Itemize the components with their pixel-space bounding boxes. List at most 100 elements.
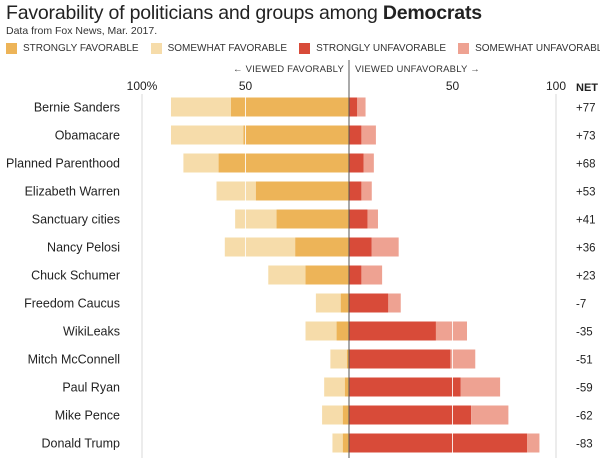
bar-strongly-unfavorable-nancy-pelosi	[349, 237, 372, 257]
legend-label-strongly-unfavorable: STRONGLY UNFAVORABLE	[316, 42, 447, 54]
legend-label-somewhat-unfavorable: SOMEWHAT UNFAVORABLE	[475, 42, 600, 54]
bar-strongly-unfavorable-sanctuary-cities	[349, 209, 368, 229]
net-value-bernie-sanders: +77	[576, 103, 596, 115]
row-label-donald-trump: Donald Trump	[41, 437, 120, 451]
net-value-freedom-caucus: -7	[576, 299, 586, 311]
source-note: Data from Fox News, Mar. 2017.	[6, 25, 158, 37]
bar-strongly-unfavorable-donald-trump	[349, 433, 528, 453]
bar-strongly-unfavorable-planned-parenthood	[349, 153, 364, 173]
bar-strongly-favorable-mitch-mcconnell	[346, 349, 349, 369]
title-prefix: Favorability of politicians and groups a…	[6, 2, 383, 24]
bar-somewhat-favorable-obamacare	[170, 125, 244, 145]
bar-somewhat-unfavorable-nancy-pelosi	[371, 237, 399, 257]
row-label-mitch-mcconnell: Mitch McConnell	[28, 353, 120, 367]
bar-strongly-favorable-mike-pence	[342, 405, 349, 425]
bar-somewhat-unfavorable-bernie-sanders	[357, 97, 366, 117]
legend-item-somewhat-favorable: SOMEWHAT FAVORABLE	[150, 42, 288, 54]
bar-somewhat-unfavorable-mike-pence	[471, 405, 509, 425]
axis-tick-label: 100	[546, 79, 566, 93]
legend-item-somewhat-unfavorable: SOMEWHAT UNFAVORABLE	[458, 42, 600, 54]
net-value-sanctuary-cities: +41	[576, 215, 596, 227]
row-label-mike-pence: Mike Pence	[55, 409, 120, 423]
bar-strongly-unfavorable-paul-ryan	[349, 377, 461, 397]
bar-somewhat-favorable-freedom-caucus	[315, 293, 341, 313]
bar-somewhat-unfavorable-sanctuary-cities	[367, 209, 378, 229]
viewed-unfavorably-label: VIEWED UNFAVORABLY →	[355, 64, 480, 75]
net-value-nancy-pelosi: +36	[576, 243, 596, 255]
bar-strongly-favorable-obamacare	[243, 125, 349, 145]
legend-item-strongly-favorable: STRONGLY FAVORABLE	[6, 42, 139, 54]
axis-tick-label: 50	[446, 79, 460, 93]
bar-somewhat-unfavorable-freedom-caucus	[388, 293, 401, 313]
title-bold: Democrats	[382, 2, 482, 24]
row-label-obamacare: Obamacare	[55, 129, 120, 143]
bar-strongly-unfavorable-freedom-caucus	[349, 293, 389, 313]
bar-strongly-favorable-sanctuary-cities	[276, 209, 349, 229]
bar-somewhat-favorable-mike-pence	[322, 405, 343, 425]
axis-tick-label: 100%	[127, 79, 158, 93]
bar-strongly-favorable-elizabeth-warren	[255, 181, 349, 201]
bar-somewhat-unfavorable-mitch-mcconnell	[450, 349, 476, 369]
row-label-elizabeth-warren: Elizabeth Warren	[25, 185, 120, 199]
axis-tick-label: 50	[239, 79, 253, 93]
legend: STRONGLY FAVORABLE SOMEWHAT FAVORABLE ST…	[6, 42, 600, 54]
net-value-chuck-schumer: +23	[576, 271, 596, 283]
legend-label-strongly-favorable: STRONGLY FAVORABLE	[23, 42, 139, 54]
bar-somewhat-favorable-sanctuary-cities	[235, 209, 277, 229]
bar-strongly-favorable-nancy-pelosi	[295, 237, 349, 257]
legend-swatch-strongly-unfavorable	[299, 42, 311, 54]
legend-label-somewhat-favorable: SOMEWHAT FAVORABLE	[167, 42, 288, 54]
bar-strongly-unfavorable-mitch-mcconnell	[349, 349, 451, 369]
bar-somewhat-favorable-wikileaks	[305, 321, 337, 341]
legend-swatch-somewhat-favorable	[150, 42, 162, 54]
bar-strongly-favorable-donald-trump	[342, 433, 349, 453]
net-value-mitch-mcconnell: -51	[576, 355, 593, 367]
bar-strongly-favorable-chuck-schumer	[305, 265, 349, 285]
row-label-planned-parenthood: Planned Parenthood	[6, 157, 120, 171]
bar-somewhat-favorable-chuck-schumer	[268, 265, 306, 285]
legend-swatch-somewhat-unfavorable	[458, 42, 470, 54]
bar-strongly-unfavorable-mike-pence	[349, 405, 472, 425]
bar-strongly-unfavorable-elizabeth-warren	[349, 181, 362, 201]
bar-strongly-favorable-paul-ryan	[344, 377, 349, 397]
net-value-donald-trump: -83	[576, 439, 593, 451]
bar-somewhat-favorable-paul-ryan	[324, 377, 345, 397]
bar-somewhat-unfavorable-obamacare	[361, 125, 376, 145]
bar-somewhat-unfavorable-elizabeth-warren	[361, 181, 372, 201]
net-value-mike-pence: -62	[576, 411, 593, 423]
bar-strongly-unfavorable-bernie-sanders	[349, 97, 358, 117]
row-label-chuck-schumer: Chuck Schumer	[31, 269, 120, 283]
viewed-favorably-label: ← VIEWED FAVORABLY	[233, 64, 344, 75]
bar-somewhat-favorable-donald-trump	[332, 433, 343, 453]
bar-somewhat-unfavorable-wikileaks	[435, 321, 467, 341]
bar-strongly-unfavorable-chuck-schumer	[349, 265, 362, 285]
bar-somewhat-unfavorable-planned-parenthood	[363, 153, 374, 173]
chart-title: Favorability of politicians and groups a…	[6, 2, 482, 25]
net-value-wikileaks: -35	[576, 327, 593, 339]
bar-strongly-unfavorable-obamacare	[349, 125, 362, 145]
bar-strongly-unfavorable-wikileaks	[349, 321, 436, 341]
row-label-wikileaks: WikiLeaks	[63, 325, 120, 339]
net-value-obamacare: +73	[576, 131, 596, 143]
bar-somewhat-favorable-mitch-mcconnell	[330, 349, 347, 369]
bar-somewhat-unfavorable-chuck-schumer	[361, 265, 383, 285]
legend-swatch-strongly-favorable	[6, 42, 17, 54]
bar-somewhat-favorable-planned-parenthood	[183, 153, 219, 173]
bar-somewhat-favorable-bernie-sanders	[170, 97, 232, 117]
row-label-sanctuary-cities: Sanctuary cities	[32, 213, 120, 227]
row-label-paul-ryan: Paul Ryan	[62, 381, 120, 395]
bar-somewhat-unfavorable-donald-trump	[527, 433, 540, 453]
bar-strongly-favorable-wikileaks	[336, 321, 349, 341]
row-label-bernie-sanders: Bernie Sanders	[34, 101, 120, 115]
row-label-freedom-caucus: Freedom Caucus	[24, 297, 120, 311]
bar-strongly-favorable-planned-parenthood	[218, 153, 349, 173]
bar-strongly-favorable-bernie-sanders	[231, 97, 349, 117]
net-header: NET	[576, 82, 598, 94]
net-value-planned-parenthood: +68	[576, 159, 596, 171]
legend-item-strongly-unfavorable: STRONGLY UNFAVORABLE	[299, 42, 447, 54]
bar-somewhat-unfavorable-paul-ryan	[460, 377, 501, 397]
bar-strongly-favorable-freedom-caucus	[340, 293, 349, 313]
net-value-paul-ryan: -59	[576, 383, 593, 395]
bar-somewhat-favorable-nancy-pelosi	[224, 237, 296, 257]
